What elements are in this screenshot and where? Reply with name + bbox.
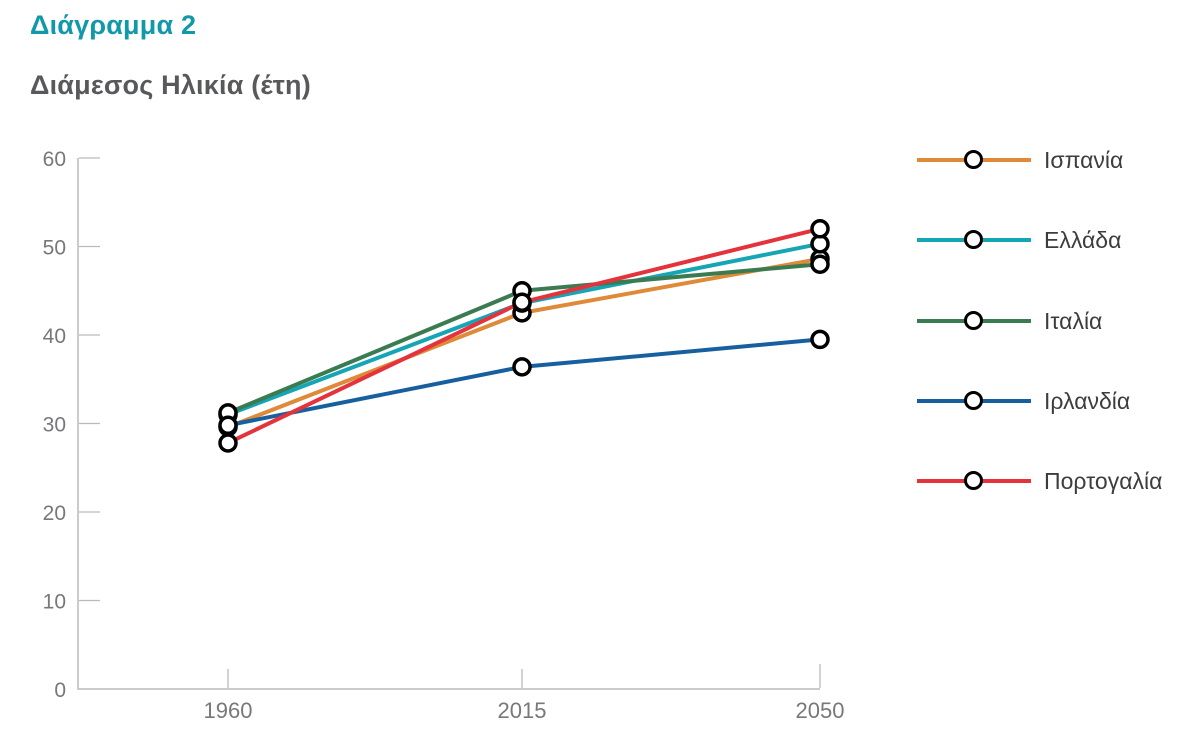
x-tick-label: 1960 [204,698,253,723]
data-point-marker [218,415,238,436]
y-tick-label: 50 [43,237,66,260]
legend-swatch [917,469,1031,493]
legend-entry-3: Ιταλία [917,307,1103,334]
figure-label: Διάγραμμα 2 [30,10,197,40]
axis-frame [77,158,820,690]
legend-swatch [917,389,1031,413]
y-tick-label: 20 [43,502,66,525]
data-point-marker [512,292,532,313]
data-point-marker [810,329,830,350]
legend-entry-2: Ελλάδα [917,226,1122,253]
legend-entry-1: Ισπανία [917,146,1124,173]
y-tick-label: 10 [43,591,66,614]
legend-label: Ιρλανδία [1044,387,1131,414]
y-tick-label: 0 [54,679,66,702]
open-circle-marker-icon [964,391,983,410]
legend-entry-4: Ιρλανδία [917,387,1131,414]
legend-label: Ισπανία [1044,146,1124,173]
y-tick-label: 40 [43,325,66,348]
x-tick-label: 2050 [796,698,845,723]
chart-title: Διάμεσος Ηλικία (έτη) [30,70,311,100]
y-tick-label: 60 [43,148,66,171]
data-point-marker [512,357,532,377]
legend-swatch [917,148,1031,172]
y-tick-label: 30 [43,414,66,437]
legend-label: Πορτογαλία [1044,467,1163,494]
series-line-2 [227,241,821,417]
open-circle-marker-icon [964,471,983,490]
open-circle-marker-icon [964,150,983,169]
legend-swatch [917,228,1031,252]
legend: Ισπανία Ελλάδα Ιταλία Ιρλανδία Πορτογαλία [917,0,1197,560]
open-circle-marker-icon [964,230,983,249]
open-circle-marker-icon [964,311,983,330]
legend-label: Ελλάδα [1044,226,1122,253]
data-point-marker [218,433,238,453]
data-point-marker [810,219,830,239]
legend-label: Ιταλία [1044,307,1103,334]
data-point-marker [810,254,830,274]
legend-swatch [917,309,1031,333]
x-tick-label: 2015 [498,698,547,723]
legend-entry-5: Πορτογαλία [917,467,1163,494]
